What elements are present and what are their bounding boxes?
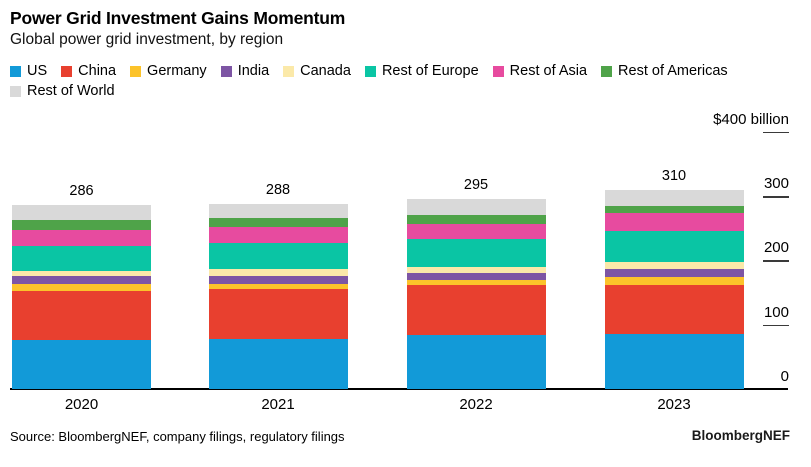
- bar-segment-2021-rest-of-americas: [208, 217, 348, 227]
- bar-segment-2023-india: [604, 269, 744, 278]
- x-axis-label-2021: 2021: [261, 396, 295, 413]
- bar-segment-2022-us: [406, 334, 546, 389]
- bar-segment-2023-rest-of-americas: [604, 205, 744, 214]
- legend-label-germany: Germany: [147, 63, 207, 79]
- legend-swatch-rest-of-americas: [601, 65, 613, 77]
- y-axis-tick-label-300: 300: [763, 175, 789, 193]
- y-axis-tick-mark-200: [763, 260, 789, 262]
- legend-item-germany: Germany: [130, 63, 207, 79]
- legend-item-canada: Canada: [283, 63, 351, 79]
- x-axis-label-2022: 2022: [459, 396, 493, 413]
- legend-label-rest-of-americas: Rest of Americas: [618, 63, 728, 79]
- bar-segment-2020-china: [12, 290, 151, 341]
- bar-total-label-2023: 310: [661, 167, 687, 184]
- legend-label-rest-of-asia: Rest of Asia: [509, 63, 588, 79]
- y-axis-tick-mark-300: [763, 196, 789, 198]
- legend-label-china: China: [78, 63, 117, 79]
- legend-item-rest-of-americas: Rest of Americas: [601, 63, 728, 79]
- bar-segment-2023-us: [604, 333, 744, 389]
- legend-label-canada: Canada: [300, 63, 351, 79]
- legend-swatch-rest-of-world: [10, 85, 21, 97]
- bar-segment-2022-germany: [406, 279, 546, 286]
- legend: US China Germany India Canada Rest of Europe R…: [10, 63, 770, 99]
- legend-label-rest-of-world: Rest of World: [27, 83, 115, 99]
- legend-label-rest-of-europe: Rest of Europe: [381, 63, 479, 79]
- legend-item-india: India: [220, 63, 270, 79]
- bar-segment-2021-us: [208, 339, 348, 389]
- bar-total-label-2020: 286: [69, 183, 94, 200]
- legend-swatch-canada: [283, 65, 295, 77]
- bar-segment-2022-rest-of-americas: [406, 215, 546, 224]
- y-axis-tick-label-100: 100: [763, 303, 789, 321]
- bar-segment-2023-germany: [604, 277, 744, 285]
- bar-segment-2022-rest-of-world: [406, 199, 546, 216]
- bar-segment-2020-canada: [12, 270, 151, 276]
- brand-logo: BloombergNEF: [691, 428, 790, 443]
- bar-segment-2021-rest-of-world: [208, 203, 348, 218]
- bar-segment-2021-rest-of-europe: [208, 243, 348, 270]
- bar-segment-2022-china: [406, 285, 546, 335]
- bar-segment-2021-germany: [208, 283, 348, 290]
- legend-swatch-india: [220, 65, 232, 77]
- bar-segment-2023-rest-of-world: [604, 189, 744, 206]
- bar-segment-2023-canada: [604, 261, 744, 270]
- bar-segment-2020-rest-of-americas: [12, 219, 151, 230]
- bar-segment-2020-rest-of-europe: [12, 245, 151, 271]
- legend-item-rest-of-europe: Rest of Europe: [364, 63, 479, 79]
- y-axis-tick-label-200: 200: [763, 239, 789, 257]
- bar-segment-2022-rest-of-asia: [406, 223, 546, 239]
- bar-segment-2020-rest-of-asia: [12, 229, 151, 246]
- bar-segment-2022-rest-of-europe: [406, 238, 546, 267]
- source-note: Source: BloombergNEF, company filings, r…: [10, 429, 345, 444]
- legend-swatch-germany: [130, 65, 142, 77]
- x-axis-line: [10, 388, 788, 390]
- y-axis-tick-mark-100: [763, 324, 789, 327]
- y-axis-tick-label-400: $400 billion: [713, 110, 789, 128]
- x-axis-label-2023: 2023: [657, 396, 691, 413]
- bar-segment-2020-rest-of-world: [12, 205, 151, 220]
- y-axis-tick-label-0: 0: [780, 368, 789, 385]
- bar-segment-2023-rest-of-asia: [604, 213, 744, 232]
- legend-label-india: India: [237, 63, 270, 79]
- bar-segment-2021-rest-of-asia: [208, 226, 348, 244]
- bar-total-label-2021: 288: [265, 181, 291, 198]
- chart-title: Power Grid Investment Gains Momentum: [10, 8, 346, 28]
- legend-item-rest-of-asia: Rest of Asia: [492, 63, 588, 79]
- chart-subtitle: Global power grid investment, by region: [10, 31, 284, 48]
- bar-segment-2021-india: [208, 275, 348, 284]
- bar-segment-2021-canada: [208, 269, 348, 276]
- legend-label-us: US: [27, 63, 48, 79]
- x-axis-label-2020: 2020: [64, 396, 99, 413]
- legend-swatch-rest-of-europe: [364, 65, 376, 77]
- legend-swatch-rest-of-asia: [492, 65, 504, 77]
- bar-segment-2023-china: [604, 284, 744, 334]
- bar-segment-2020-us: [12, 340, 151, 389]
- bar-segment-2023-rest-of-europe: [604, 231, 744, 262]
- legend-swatch-china: [61, 65, 73, 77]
- bar-segment-2020-india: [12, 275, 151, 285]
- legend-item-us: US: [10, 63, 47, 79]
- bar-segment-2022-canada: [406, 266, 546, 273]
- legend-item-china: China: [61, 63, 116, 79]
- bar-total-label-2022: 295: [463, 177, 489, 194]
- bar-segment-2022-india: [406, 272, 546, 280]
- bar-segment-2021-china: [208, 289, 348, 340]
- y-axis-tick-mark-400: [763, 131, 789, 134]
- bar-segment-2020-germany: [12, 284, 151, 291]
- legend-swatch-us: [10, 65, 21, 77]
- legend-item-rest-of-world: Rest of World: [10, 83, 115, 99]
